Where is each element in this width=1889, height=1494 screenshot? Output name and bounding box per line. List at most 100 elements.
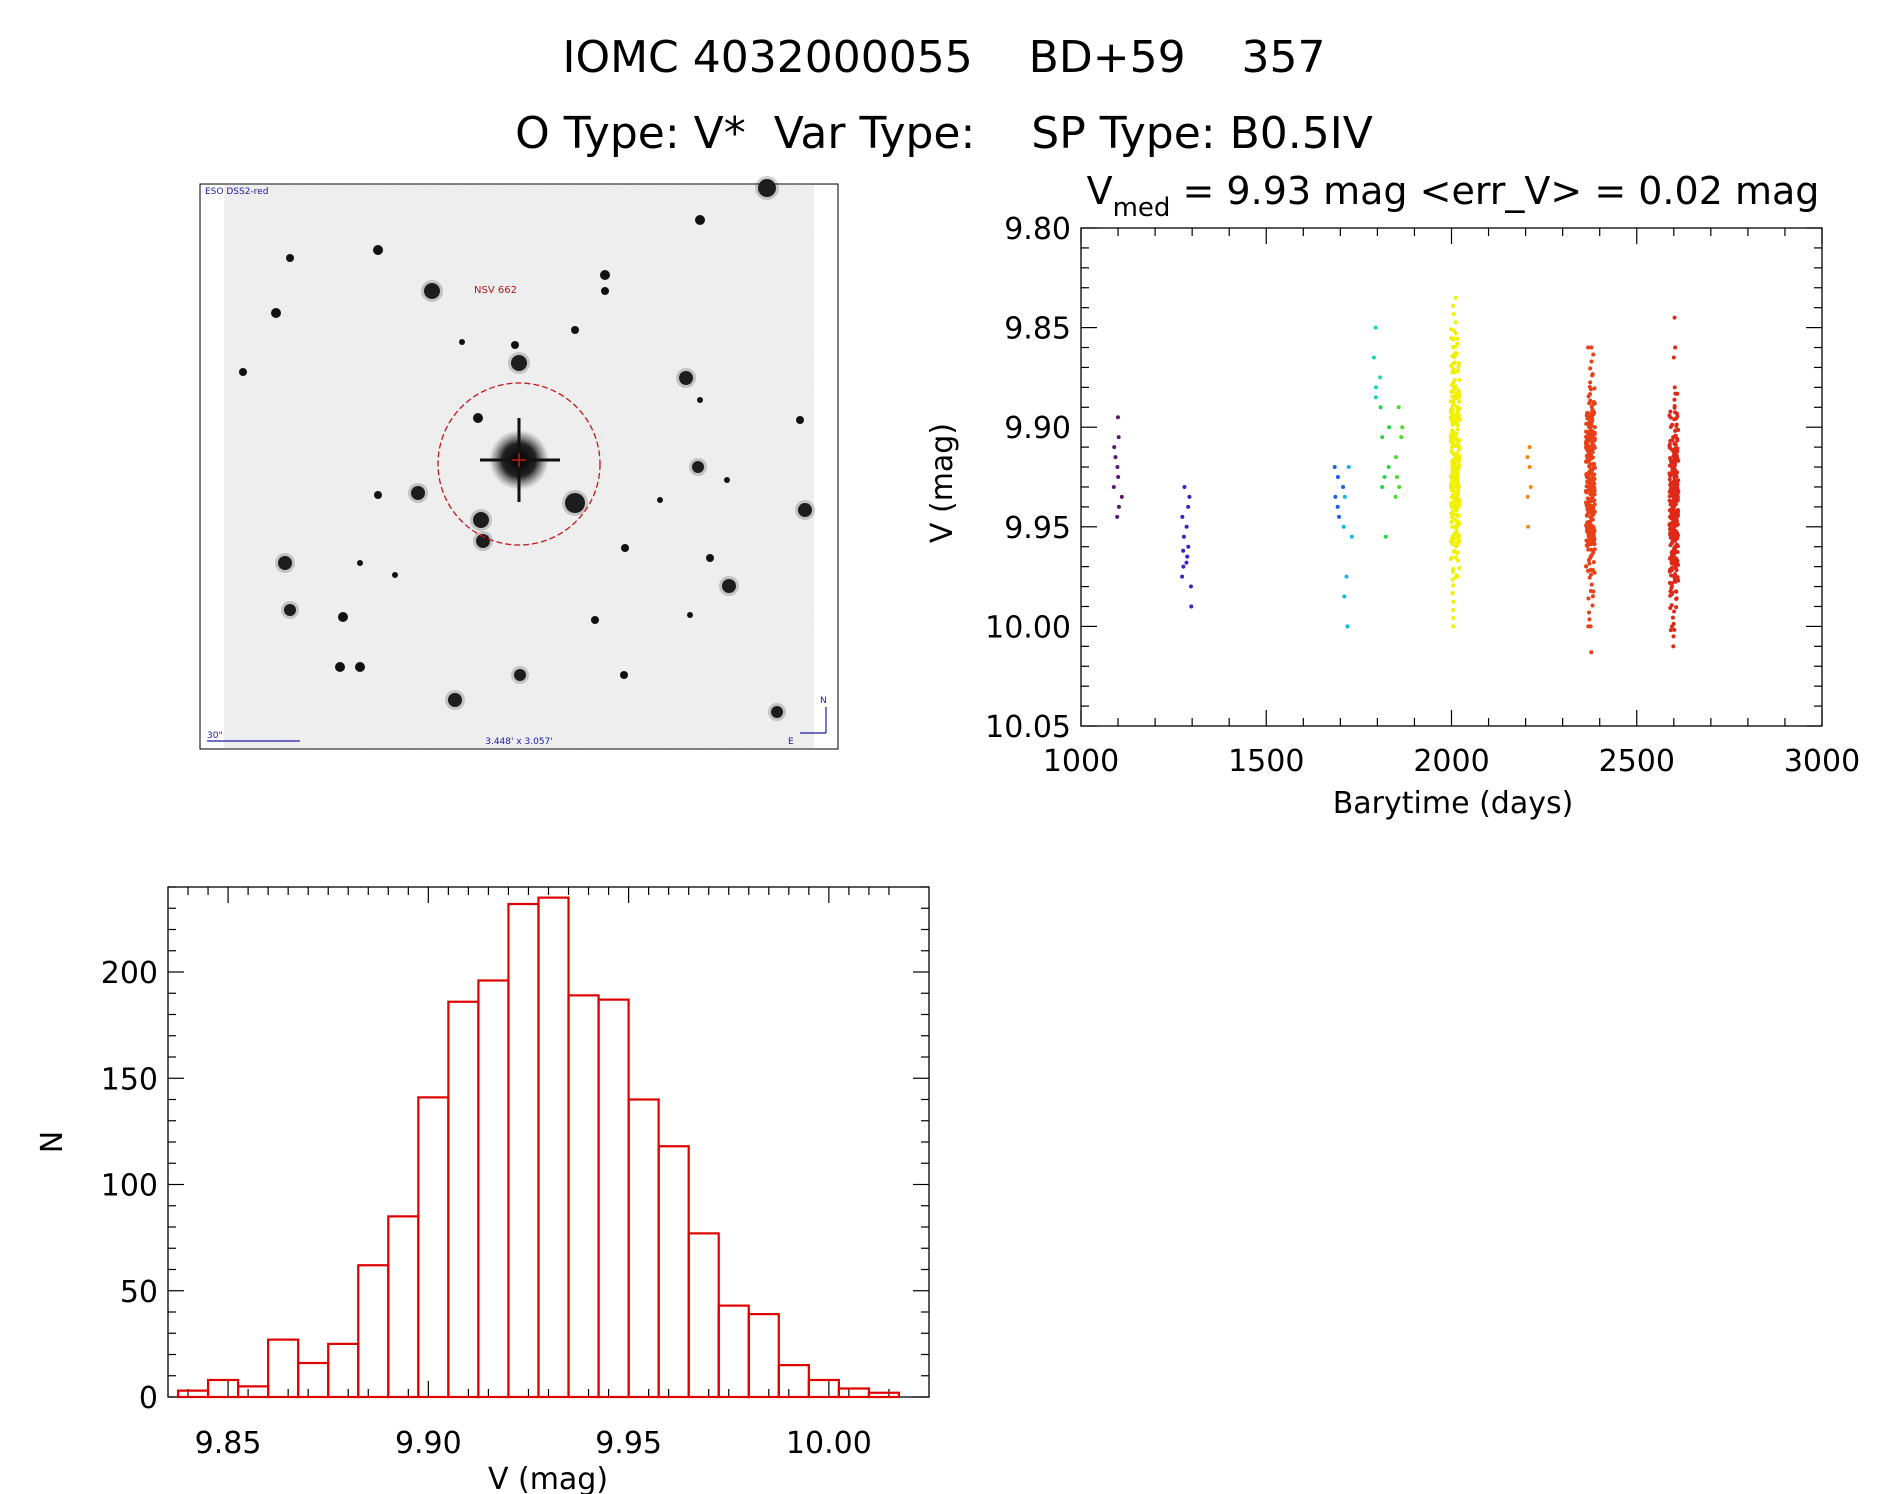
hist-bar (357, 1264, 390, 1399)
hist-bar (687, 1232, 720, 1399)
lc-point-season-8 (1451, 366, 1456, 371)
lc-point-season-4 (1346, 465, 1351, 470)
finder-star (284, 604, 296, 616)
lc-point-season-9 (1527, 465, 1532, 470)
lc-point-season-11 (1669, 565, 1674, 570)
finder-star (271, 308, 281, 318)
lc-xtick-label: 2000 (1413, 744, 1489, 779)
lc-point-season-11 (1669, 584, 1674, 589)
lc-point-season-3 (1337, 514, 1342, 519)
lc-point-season-10 (1591, 560, 1596, 565)
lc-point-season-10 (1589, 411, 1594, 416)
lc-point-season-8 (1453, 320, 1458, 325)
lc-point-season-10 (1586, 471, 1591, 476)
lc-point-season-11 (1673, 572, 1678, 577)
lc-point-season-11 (1673, 410, 1678, 415)
lc-point-season-9 (1528, 484, 1533, 489)
lc-point-season-11 (1672, 609, 1677, 614)
lc-point-season-8 (1453, 295, 1458, 300)
lc-point-season-4 (1344, 574, 1349, 579)
lc-point-season-1 (1113, 455, 1118, 460)
lc-point-season-8 (1452, 517, 1457, 522)
lc-point-season-8 (1449, 503, 1454, 508)
lc-point-season-6 (1387, 425, 1392, 430)
finder-star (473, 413, 483, 423)
lc-point-season-10 (1589, 547, 1594, 552)
lc-point-season-10 (1589, 359, 1594, 364)
hist-xtick-label: 9.85 (195, 1426, 262, 1461)
lc-point-season-8 (1455, 522, 1460, 527)
lc-point-season-7 (1396, 405, 1401, 410)
lc-point-season-8 (1451, 607, 1456, 612)
lc-point-season-10 (1592, 386, 1597, 391)
histogram-chart: 9.85 9.90 9.95 10.00 0 50 100 150 200 V (mag) N (35, 886, 930, 1494)
lc-point-season-8 (1457, 457, 1462, 462)
lc-point-season-10 (1587, 464, 1592, 469)
lc-point-season-2 (1187, 494, 1192, 499)
lc-point-season-11 (1672, 478, 1677, 483)
lc-point-season-11 (1668, 481, 1673, 486)
finder-star-glow (421, 280, 443, 302)
lc-point-season-11 (1670, 422, 1675, 427)
light-curve-chart: Vmed = 9.93 mag <err_V> = 0.02 mag 1000 1… (925, 169, 1860, 821)
finder-right-strip (814, 185, 837, 748)
compass-east-label: E (788, 737, 794, 747)
lc-point-season-11 (1669, 447, 1674, 452)
lc-point-season-11 (1667, 442, 1672, 447)
lc-point-season-8 (1457, 416, 1462, 421)
lc-point-season-8 (1448, 556, 1453, 561)
finder-star (695, 215, 705, 225)
lc-point-season-8 (1451, 451, 1456, 456)
finder-star (620, 671, 628, 679)
lc-point-season-10 (1590, 443, 1595, 448)
lc-point-season-11 (1675, 446, 1680, 451)
lc-point-season-11 (1673, 441, 1678, 446)
lc-point-season-10 (1588, 380, 1593, 385)
lc-xtick-label: 2500 (1599, 744, 1675, 779)
finder-star (448, 693, 462, 707)
lc-point-season-4 (1342, 594, 1347, 599)
lc-point-season-8 (1450, 410, 1455, 415)
lc-point-season-10 (1585, 457, 1590, 462)
lc-point-season-11 (1673, 538, 1678, 543)
lc-point-season-11 (1672, 397, 1677, 402)
lc-ytick-label: 9.85 (1004, 312, 1071, 347)
lc-point-season-7 (1399, 435, 1404, 440)
hist-bar (777, 1364, 810, 1399)
lc-point-season-10 (1589, 516, 1594, 521)
target-aperture-circle (437, 382, 601, 546)
lc-point-season-4 (1345, 624, 1350, 629)
finder-star-glow (281, 601, 299, 619)
finder-star (679, 371, 693, 385)
lc-ytick-label: 9.90 (1004, 411, 1071, 446)
lc-point-season-7 (1394, 475, 1399, 479)
lc-point-season-10 (1586, 519, 1591, 524)
lc-data-points (1111, 295, 1681, 655)
lc-point-season-11 (1670, 559, 1675, 564)
hist-bar (567, 994, 600, 1399)
finder-star (473, 512, 489, 528)
lc-point-season-6 (1383, 534, 1388, 539)
lc-point-season-10 (1588, 415, 1593, 420)
hist-bar (327, 1342, 360, 1399)
lc-point-season-11 (1673, 391, 1678, 396)
lc-point-season-8 (1450, 534, 1455, 539)
lc-point-season-5 (1373, 385, 1378, 390)
lc-ylabel: V (mag) (925, 423, 960, 543)
lc-point-season-10 (1588, 510, 1593, 515)
lc-point-season-10 (1590, 603, 1595, 608)
hist-bar (717, 1304, 750, 1399)
lc-title-v: V (1087, 169, 1113, 213)
lc-point-season-10 (1584, 543, 1589, 548)
lc-point-season-8 (1451, 361, 1456, 366)
finder-star (392, 572, 398, 578)
lc-point-season-8 (1451, 549, 1456, 554)
lc-point-season-11 (1674, 597, 1679, 602)
lc-point-season-8 (1455, 341, 1460, 346)
lc-point-season-11 (1672, 404, 1677, 409)
lc-point-season-8 (1451, 616, 1456, 621)
lc-point-season-10 (1591, 477, 1596, 482)
lc-point-season-10 (1584, 564, 1589, 569)
hist-bar (627, 1098, 660, 1399)
hist-ytick-label: 0 (139, 1381, 158, 1416)
